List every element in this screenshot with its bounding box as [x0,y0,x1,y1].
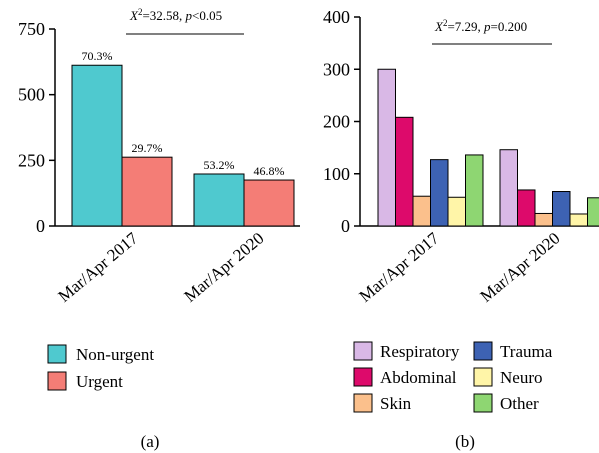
bar [121,156,173,227]
bar [534,212,553,227]
bar-data-label: 29.7% [132,141,163,155]
bar [499,149,518,227]
x-category-label: Mar/Apr 2020 [476,229,563,306]
significance-annotation: X2=7.29, p=0.200 [434,18,527,34]
bar [517,189,536,227]
y-tick-label: 300 [323,59,350,79]
y-tick-label: 750 [18,19,45,39]
x-category-label: Mar/Apr 2020 [180,229,267,306]
y-tick-label: 250 [18,150,45,170]
chart-panel-a: 0 250 500 750 70.3% 29.7% Mar/Apr 2017 53.2% 46.… [18,7,300,451]
bar [569,213,588,227]
legend-label: Other [500,394,539,413]
y-tick-label: 0 [36,216,45,236]
legend-label: Trauma [500,342,553,361]
bar [243,179,295,227]
legend-swatch [47,344,67,364]
y-tick-label: 500 [18,85,45,105]
bar [412,195,431,227]
bar-data-label: 53.2% [204,158,235,172]
legend-label: Neuro [500,368,542,387]
legend-swatch [473,367,493,387]
y-tick-label: 100 [323,164,350,184]
annotation-part: =0.200 [491,19,528,34]
legend-swatch [47,371,67,391]
annotation-part: X [129,8,139,23]
panel-label: (b) [455,432,475,451]
significance-annotation: X2=32.58, p<0.05 [129,7,222,23]
y-tick-label: 0 [341,216,350,236]
legend-label: Non-urgent [76,345,154,364]
legend-swatch [473,341,493,361]
bar-data-label: 70.3% [82,49,113,63]
annotation-part: <0.05 [192,8,222,23]
panel-label: (a) [141,432,160,451]
legend-label: Abdominal [380,368,457,387]
legend-swatch [353,341,373,361]
bar [465,154,484,227]
legend-swatch [353,367,373,387]
annotation-part: 2 [443,18,448,28]
bar-data-label: 46.8% [254,164,285,178]
legend-label: Skin [380,394,412,413]
x-category-label: Mar/Apr 2017 [355,228,442,306]
bar [193,173,245,227]
bar [430,159,449,227]
annotation-part: 2 [138,7,143,17]
bar [71,64,123,227]
bar [587,197,599,227]
bar [377,68,396,227]
bar [395,116,414,227]
bar [552,191,571,227]
annotation-part: p [185,8,193,23]
y-tick-label: 200 [323,112,350,132]
y-tick-label: 400 [323,7,350,27]
x-category-label: Mar/Apr 2017 [54,228,141,306]
legend-label: Urgent [76,372,123,391]
bar [447,196,466,227]
legend-label: Respiratory [380,342,460,361]
annotation-part: =7.29, [447,19,484,34]
legend-swatch [473,393,493,413]
annotation-part: p [483,19,491,34]
annotation-part: X [434,19,444,34]
annotation-part: =32.58, [142,8,185,23]
legend-swatch [353,393,373,413]
